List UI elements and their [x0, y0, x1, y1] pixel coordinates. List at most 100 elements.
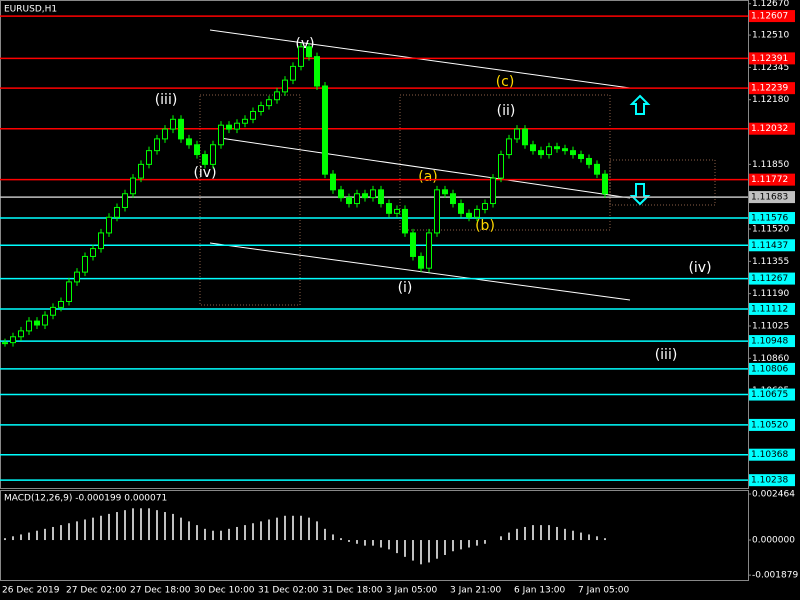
level-label: 1.10675 — [751, 390, 788, 400]
candle — [170, 118, 176, 130]
candle — [58, 300, 64, 308]
y-tick-label: 1.12670 — [752, 0, 789, 9]
level-tag — [749, 191, 795, 204]
candle — [218, 124, 224, 146]
wave-label: (a) — [418, 169, 438, 185]
level-tag — [749, 272, 795, 285]
level-tag — [749, 10, 795, 23]
candle — [186, 138, 192, 146]
level-tag — [749, 362, 795, 375]
candle — [26, 320, 32, 332]
level-label: 1.12032 — [751, 124, 788, 134]
chart-title: EURUSD,H1 — [4, 5, 57, 15]
candle — [378, 189, 384, 205]
level-label: 1.11576 — [751, 214, 788, 224]
wave-label: (c) — [496, 74, 515, 90]
candle — [178, 118, 184, 140]
candle — [426, 232, 432, 269]
cloud — [399, 94, 611, 231]
candle — [410, 232, 416, 257]
candle — [338, 189, 344, 199]
candle — [578, 154, 584, 159]
candle — [226, 124, 232, 130]
wave-label: (iii) — [655, 347, 678, 363]
candle — [546, 146, 552, 156]
macd-label: MACD(12,26,9) -0.000199 0.000071 — [4, 494, 167, 504]
main-pane-frame — [0, 0, 749, 489]
level-label: 1.11683 — [751, 193, 788, 203]
macd-tick-label: 0.002464 — [752, 490, 795, 500]
candle — [298, 46, 304, 67]
level-tag — [749, 239, 795, 252]
level-tag — [749, 302, 795, 315]
level-tag — [749, 52, 795, 65]
candle — [18, 330, 24, 338]
macd-tick-label: -0.001879 — [752, 571, 798, 581]
level-label: 1.10948 — [751, 337, 788, 347]
y-tick-label: 1.11190 — [752, 289, 789, 299]
level-label: 1.11112 — [751, 304, 788, 314]
candle — [450, 193, 456, 205]
candle — [234, 122, 240, 130]
cloud — [199, 94, 301, 306]
candle — [506, 138, 512, 156]
candle — [282, 79, 288, 93]
candle — [490, 177, 496, 205]
trend-line — [209, 242, 631, 301]
candle — [394, 208, 400, 214]
y-tick-label: 1.12180 — [752, 95, 789, 105]
candle — [386, 203, 392, 214]
macd-pane-frame — [0, 490, 749, 581]
candle — [474, 208, 480, 218]
candle — [98, 232, 104, 250]
level-tag — [749, 418, 795, 431]
level-label: 1.10806 — [751, 364, 788, 374]
candle — [290, 65, 296, 81]
wave-label: (iii) — [155, 92, 178, 108]
candle — [314, 56, 320, 87]
level-tag — [749, 388, 795, 401]
candle — [330, 173, 336, 191]
candle — [242, 118, 248, 124]
candle — [562, 148, 568, 152]
candle — [354, 193, 360, 205]
trend-line — [219, 137, 631, 199]
level-tag — [749, 335, 795, 348]
candle — [250, 110, 256, 120]
x-tick-label: 30 Dec 10:00 — [194, 586, 255, 596]
level-label: 1.10238 — [751, 476, 788, 486]
candle — [90, 248, 96, 257]
candle — [522, 128, 528, 146]
candle — [402, 208, 408, 234]
candle — [570, 150, 576, 156]
level-tag — [749, 448, 795, 461]
candle — [138, 163, 144, 179]
level-label: 1.10368 — [751, 450, 788, 460]
y-tick-label: 1.11520 — [752, 225, 789, 235]
y-tick-label: 1.12345 — [752, 63, 789, 73]
candle — [306, 46, 312, 58]
candle — [482, 203, 488, 210]
x-tick-label: 6 Jan 13:00 — [514, 586, 566, 596]
level-label: 1.11437 — [751, 241, 788, 251]
wave-label: (b) — [475, 218, 495, 234]
x-tick-label: 31 Dec 18:00 — [322, 586, 383, 596]
candle — [466, 212, 472, 218]
candle — [266, 99, 272, 107]
y-tick-label: 1.11355 — [752, 257, 789, 267]
candle — [34, 320, 40, 326]
x-tick-label: 3 Jan 05:00 — [386, 586, 438, 596]
level-tag — [749, 212, 795, 225]
x-tick-label: 27 Dec 18:00 — [130, 586, 191, 596]
candle — [362, 193, 368, 199]
level-tag — [749, 82, 795, 95]
y-tick-label: 1.12510 — [752, 31, 789, 41]
up-arrow — [629, 94, 651, 115]
candle — [50, 306, 56, 316]
candle — [594, 163, 600, 175]
candle — [370, 189, 376, 199]
candle — [458, 203, 464, 214]
candle — [514, 128, 520, 140]
level-label: 1.11772 — [751, 175, 788, 185]
